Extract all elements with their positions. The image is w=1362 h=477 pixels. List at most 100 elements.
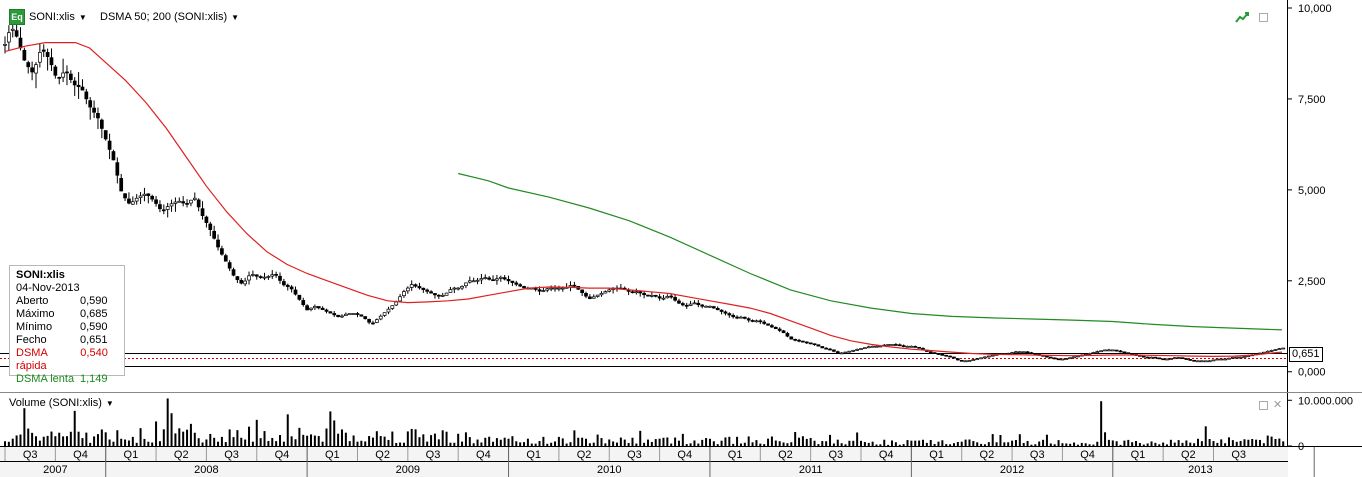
price-axis-ticks: 10,000 7,500 5,000 2,500 0,000	[1288, 3, 1332, 379]
candle-body	[742, 316, 747, 319]
volume-bar	[1127, 439, 1130, 446]
candle-body	[200, 208, 205, 216]
volume-bar	[112, 441, 115, 446]
volume-bar	[770, 436, 773, 446]
volume-bar	[906, 440, 909, 446]
volume-bar	[1282, 441, 1285, 446]
volume-bar	[1255, 439, 1258, 446]
volume-bar	[763, 444, 766, 446]
volume-bar	[484, 437, 487, 446]
candle-body	[766, 323, 770, 326]
volume-bar	[755, 440, 758, 446]
volume-bar	[910, 440, 913, 446]
candle-body	[433, 293, 437, 296]
quarter-label: Q2	[980, 449, 995, 461]
candle-body	[1165, 358, 1169, 361]
candle-body	[506, 279, 511, 282]
candle-body	[801, 340, 805, 343]
candle-body	[61, 72, 65, 78]
candle-body	[1184, 358, 1189, 360]
price-candles	[3, 19, 1286, 363]
volume-bar	[929, 440, 932, 446]
volume-bar	[1115, 441, 1118, 446]
volume-bar	[1247, 439, 1250, 446]
indicator-selector[interactable]: DSMA 50; 200 (SONI:xlis) ▼	[100, 9, 239, 25]
candle-body	[1215, 358, 1220, 361]
volume-bar	[205, 439, 208, 446]
info-row: Fecho 0,651	[16, 334, 118, 347]
candle-body	[1149, 356, 1154, 359]
volume-bar	[224, 442, 227, 446]
candle-body	[785, 333, 790, 337]
candle-body	[467, 280, 472, 283]
volume-bar	[949, 444, 952, 446]
volume-bar	[135, 442, 138, 446]
info-row-value: 0,685	[80, 308, 108, 320]
candle-body	[1273, 349, 1278, 351]
volume-bar	[282, 441, 285, 446]
volume-bar	[856, 432, 859, 446]
candle-body	[289, 286, 294, 290]
volume-bar	[174, 433, 177, 446]
candle-body	[940, 354, 945, 356]
candle-body	[847, 350, 852, 353]
candle-body	[599, 293, 604, 296]
quarter-label: Q4	[275, 449, 290, 461]
close-icon[interactable]: ✕	[1273, 399, 1283, 411]
year-label: 2012	[1000, 464, 1024, 476]
volume-bar	[329, 411, 332, 446]
candle-body	[305, 305, 309, 311]
volume-bar	[1154, 442, 1157, 446]
candle-body	[754, 320, 759, 323]
volume-bar	[1204, 426, 1207, 446]
volume-bar	[1262, 443, 1265, 446]
volume-bar	[368, 436, 371, 446]
fast-ma-line	[4, 42, 1283, 358]
chart-trend-icon[interactable]	[1235, 11, 1249, 23]
volume-panel-selector[interactable]: Volume (SONI:xlis) ▼	[9, 397, 114, 409]
candle-body	[522, 286, 526, 289]
candle-body	[901, 345, 906, 347]
maximize-icon[interactable]	[1259, 13, 1268, 22]
candle-body	[390, 305, 395, 309]
volume-bar	[360, 440, 363, 446]
ohlc-info-box: SONI:xlis 04-Nov-2013 Aberto 0,590 Máximo 0…	[9, 265, 125, 385]
volume-bar	[31, 432, 34, 446]
volume-bar	[712, 441, 715, 446]
volume-bar	[728, 436, 731, 446]
volume-bar	[1011, 440, 1014, 446]
info-row: Aberto 0,590	[16, 295, 118, 308]
candle-body	[828, 348, 832, 351]
candle-body	[440, 294, 445, 297]
volume-bar	[623, 439, 626, 446]
candle-body	[905, 345, 910, 348]
volume-bar	[1169, 439, 1172, 446]
symbol-selector[interactable]: Eq SONI:xlis ▼	[9, 9, 87, 25]
volume-bar	[240, 437, 243, 446]
volume-bar	[151, 442, 154, 446]
candle-body	[797, 339, 801, 342]
volume-bar	[1224, 443, 1227, 446]
volume-bar	[933, 443, 936, 446]
candle-body	[7, 32, 11, 43]
candle-body	[890, 344, 894, 346]
candle-body	[475, 279, 480, 282]
quarter-label: Q3	[224, 449, 239, 461]
maximize-icon[interactable]	[1259, 401, 1268, 410]
candle-body	[975, 358, 980, 361]
candle-body	[452, 287, 457, 290]
candle-body	[750, 320, 755, 322]
candle-body	[963, 360, 968, 363]
volume-bar	[565, 443, 568, 446]
volume-bar	[348, 441, 351, 446]
volume-bar	[1258, 439, 1261, 446]
volume-bar	[635, 443, 638, 446]
volume-bar	[1014, 440, 1017, 446]
candle-body	[34, 64, 38, 74]
candle-body	[301, 300, 306, 305]
volume-bar	[395, 442, 398, 446]
volume-bar	[743, 442, 746, 446]
volume-bar	[251, 441, 254, 446]
candle-body	[646, 294, 650, 297]
